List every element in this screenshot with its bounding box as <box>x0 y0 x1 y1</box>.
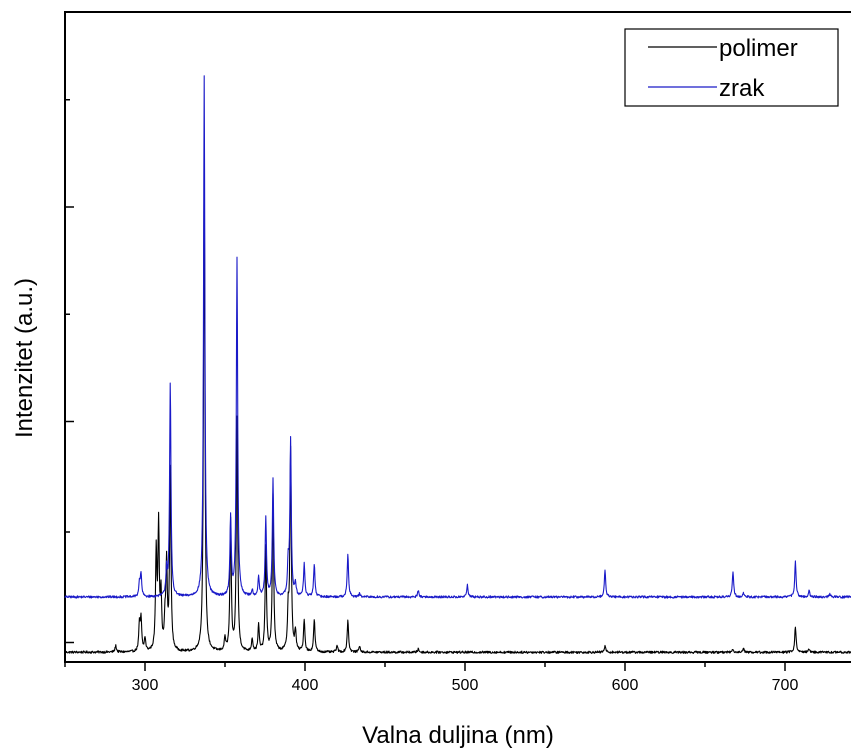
legend-label-polimer: polimer <box>719 35 798 62</box>
y-axis-title: Intenzitet (a.u.) <box>11 278 38 438</box>
legend-box <box>624 28 839 107</box>
x-tick-label: 400 <box>292 677 319 694</box>
x-tick-label: 600 <box>612 677 639 694</box>
legend-label-zrak: zrak <box>719 75 765 102</box>
series-line-zrak <box>64 75 851 599</box>
x-tick-label: 700 <box>772 677 799 694</box>
y-axis-ticks <box>65 99 74 644</box>
series-line-polimer <box>64 162 851 654</box>
series-layer <box>64 75 851 654</box>
x-tick-label: 500 <box>452 677 479 694</box>
legend: polimer zrak <box>624 28 839 107</box>
x-axis-ticks: 300 400 500 600 700 <box>64 662 799 694</box>
x-axis-title: Valna duljina (nm) <box>362 722 554 749</box>
plot-frame <box>64 11 851 663</box>
x-tick-label: 300 <box>132 677 159 694</box>
